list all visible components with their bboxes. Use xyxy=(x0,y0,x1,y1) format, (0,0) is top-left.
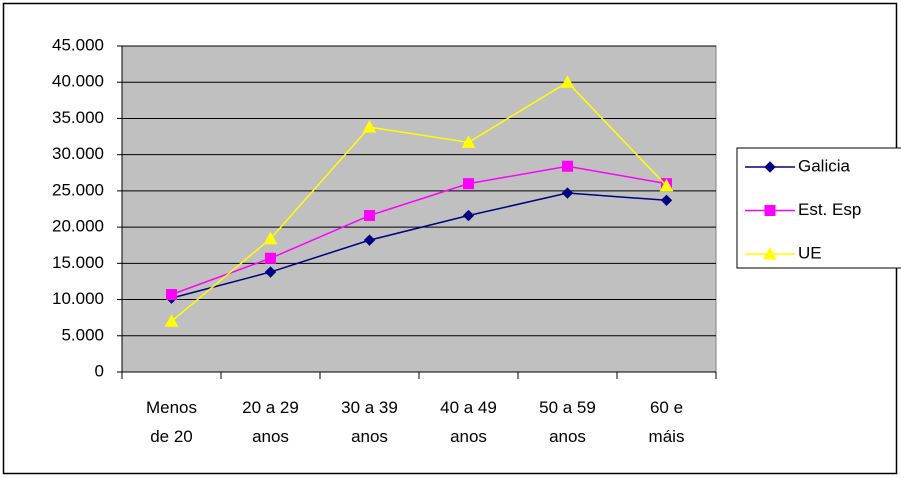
series-line xyxy=(171,81,668,322)
legend-label: UE xyxy=(798,243,822,262)
plot-area xyxy=(121,45,717,373)
marker xyxy=(561,187,574,199)
x-tick-label: 30 a 39 anos xyxy=(341,398,398,446)
x-tick-label: 50 a 59 anos xyxy=(539,398,596,446)
y-tick-label: 35.000 xyxy=(52,108,104,127)
y-tick-label: 5.000 xyxy=(61,325,104,344)
series-line xyxy=(171,192,667,299)
marker xyxy=(764,161,776,173)
marker xyxy=(763,246,777,260)
marker xyxy=(764,205,776,216)
legend-box xyxy=(736,147,901,269)
x-tick-label: 40 a 49 anos xyxy=(440,398,497,446)
marker xyxy=(461,135,476,148)
marker xyxy=(463,178,474,190)
marker xyxy=(660,194,673,207)
marker xyxy=(362,120,377,133)
marker xyxy=(659,178,674,192)
y-tick-label: 40.000 xyxy=(52,72,104,91)
y-tick-label: 20.000 xyxy=(52,217,104,236)
marker xyxy=(265,252,276,264)
marker xyxy=(560,75,575,88)
x-tick-label: Menos de 20 xyxy=(146,398,197,446)
x-tick-label: 60 e máis xyxy=(649,398,685,446)
marker xyxy=(166,288,177,300)
legend-label: Est. Esp xyxy=(798,200,861,219)
y-tick-label: 25.000 xyxy=(52,180,104,199)
y-tick-label: 10.000 xyxy=(52,289,104,308)
y-tick-label: 45.000 xyxy=(52,35,104,54)
x-tick-label: 20 a 29 anos xyxy=(242,398,299,446)
legend-label: Galicia xyxy=(798,156,851,175)
marker xyxy=(364,210,375,222)
y-tick-label: 0 xyxy=(95,361,104,380)
marker xyxy=(164,314,179,327)
y-tick-label: 15.000 xyxy=(52,253,104,272)
y-tick-label: 30.000 xyxy=(52,144,104,163)
marker xyxy=(263,231,278,245)
series-line xyxy=(171,165,667,296)
marker xyxy=(363,234,376,246)
marker xyxy=(462,209,475,222)
marker xyxy=(562,160,573,172)
marker xyxy=(264,266,277,278)
